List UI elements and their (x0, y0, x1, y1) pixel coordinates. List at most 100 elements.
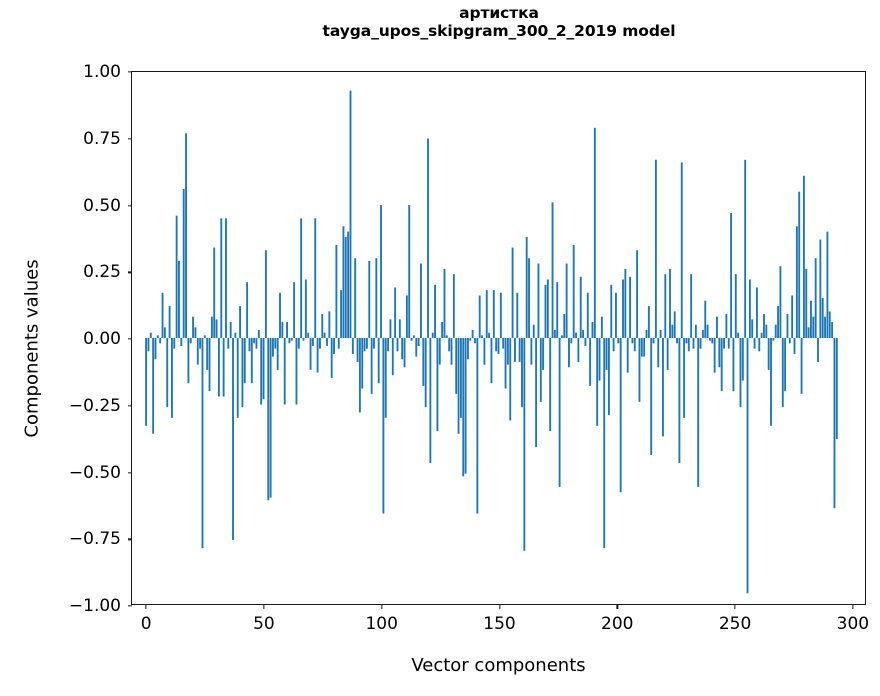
bar (725, 314, 728, 338)
bar (831, 322, 834, 338)
bar (664, 274, 667, 338)
bar (189, 338, 192, 344)
bar (605, 338, 608, 370)
bar (544, 284, 547, 338)
x-tick-label: 300 (836, 614, 870, 634)
bar (311, 338, 314, 346)
bar (676, 338, 678, 344)
bar (779, 266, 782, 338)
bar (650, 338, 653, 456)
bar (241, 338, 244, 408)
bar (194, 327, 197, 338)
bar (690, 274, 693, 338)
bar (765, 324, 768, 338)
x-tick-mark (381, 604, 383, 609)
bar (730, 212, 733, 338)
bar (568, 338, 570, 368)
bar (377, 338, 380, 384)
bar (344, 236, 347, 338)
bar (459, 338, 462, 418)
x-tick-label: 200 (601, 614, 634, 634)
bar (483, 338, 486, 365)
bar (220, 218, 223, 338)
bar (330, 338, 333, 378)
bar (774, 324, 777, 338)
bar (401, 338, 404, 360)
bar (279, 292, 281, 338)
bar (243, 338, 246, 384)
y-tick-label: 0.25 (83, 262, 121, 283)
bar (718, 338, 721, 368)
bar (213, 247, 216, 338)
bar (607, 338, 610, 416)
bar (680, 162, 683, 338)
bar (767, 338, 770, 370)
bar (274, 338, 277, 349)
bar (351, 338, 354, 354)
y-tick-label: −0.50 (68, 462, 121, 483)
bar (161, 292, 164, 338)
bar (316, 338, 319, 373)
bar (445, 335, 448, 338)
bar (612, 338, 615, 352)
bar (737, 332, 740, 338)
bar (551, 202, 554, 338)
bar (168, 306, 171, 338)
bar (347, 231, 350, 338)
y-tick-mark (127, 605, 132, 607)
bar (443, 268, 446, 338)
y-tick-mark (127, 271, 132, 273)
bar (217, 338, 220, 397)
bar (636, 250, 639, 338)
bar (248, 338, 251, 352)
bar (290, 338, 293, 341)
bar (283, 338, 286, 405)
bar (795, 226, 798, 338)
bar (549, 338, 552, 432)
bar (250, 338, 253, 384)
bar (356, 338, 359, 362)
bar (720, 338, 723, 392)
bar (436, 338, 439, 432)
bar (596, 338, 599, 426)
bar (323, 332, 326, 338)
bar (633, 338, 636, 352)
bar (713, 338, 716, 373)
y-tick-label: 1.00 (83, 62, 121, 82)
x-tick-mark (852, 604, 854, 609)
bar (180, 338, 183, 346)
bar (589, 338, 592, 386)
bar (603, 338, 606, 549)
x-tick-label: 50 (253, 614, 275, 634)
bar (471, 330, 474, 338)
y-tick-mark (127, 338, 132, 340)
bar (800, 338, 803, 394)
bar (349, 90, 352, 339)
bar (798, 191, 801, 338)
chart-title-line-1: артистка (459, 4, 539, 22)
bar (535, 338, 538, 448)
bar (307, 332, 310, 338)
x-axis-label: Vector components (411, 655, 586, 676)
bar (528, 258, 530, 338)
bar (709, 338, 711, 341)
bar (434, 284, 437, 338)
bar (175, 215, 178, 338)
bar (335, 244, 338, 338)
bar (267, 338, 270, 501)
bar (770, 338, 772, 426)
plot-area (132, 72, 865, 604)
bar (652, 338, 655, 344)
bar (387, 338, 390, 352)
bar (178, 260, 180, 338)
bar (262, 338, 265, 400)
bar (490, 338, 493, 384)
bar (760, 332, 763, 338)
bar (326, 338, 328, 346)
bar (673, 311, 676, 338)
bar (694, 324, 697, 338)
bar (624, 268, 627, 338)
bar (297, 338, 300, 349)
x-tick-mark (498, 604, 501, 609)
bar (819, 239, 822, 338)
